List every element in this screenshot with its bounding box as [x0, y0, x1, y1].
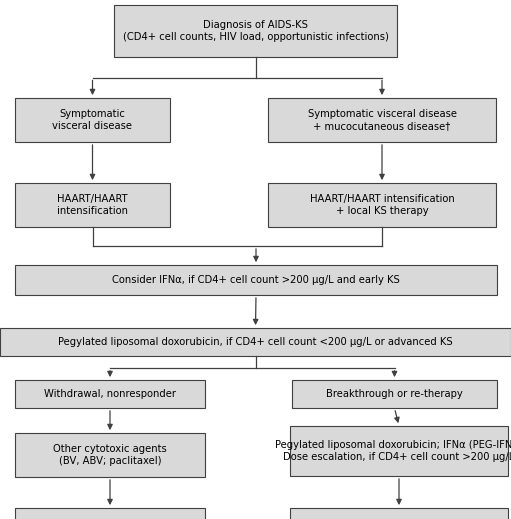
Text: Consider IFNα, if CD4+ cell count >200 μg/L and early KS: Consider IFNα, if CD4+ cell count >200 μ… — [112, 275, 400, 285]
Text: Breakthrough or re-therapy: Breakthrough or re-therapy — [326, 389, 463, 399]
FancyBboxPatch shape — [15, 265, 497, 295]
FancyBboxPatch shape — [292, 380, 497, 408]
Text: Pegylated liposomal doxorubicin, if CD4+ cell count <200 μg/L or advanced KS: Pegylated liposomal doxorubicin, if CD4+… — [58, 337, 453, 347]
FancyBboxPatch shape — [15, 433, 205, 477]
FancyBboxPatch shape — [290, 508, 508, 519]
Text: Pegylated liposomal doxorubicin; IFNα (PEG-IFNα)
Dose escalation, if CD4+ cell c: Pegylated liposomal doxorubicin; IFNα (P… — [275, 440, 511, 462]
Text: Symptomatic visceral disease
+ mucocutaneous disease†: Symptomatic visceral disease + mucocutan… — [308, 108, 456, 131]
FancyBboxPatch shape — [268, 98, 496, 142]
Text: Other cytotoxic agents
(BV, ABV; paclitaxel): Other cytotoxic agents (BV, ABV; paclita… — [53, 444, 167, 467]
FancyBboxPatch shape — [15, 380, 205, 408]
Text: HAART/HAART
intensification: HAART/HAART intensification — [57, 194, 128, 216]
Text: Diagnosis of AIDS-KS
(CD4+ cell counts, HIV load, opportunistic infections): Diagnosis of AIDS-KS (CD4+ cell counts, … — [123, 20, 388, 43]
FancyBboxPatch shape — [15, 98, 170, 142]
Text: HAART/HAART intensification
+ local KS therapy: HAART/HAART intensification + local KS t… — [310, 194, 454, 216]
FancyBboxPatch shape — [0, 328, 511, 356]
FancyBboxPatch shape — [15, 508, 205, 519]
Text: Withdrawal, nonresponder: Withdrawal, nonresponder — [44, 389, 176, 399]
Text: Symptomatic
visceral disease: Symptomatic visceral disease — [53, 108, 132, 131]
FancyBboxPatch shape — [268, 183, 496, 227]
FancyBboxPatch shape — [114, 5, 397, 57]
FancyBboxPatch shape — [290, 426, 508, 476]
FancyBboxPatch shape — [15, 183, 170, 227]
